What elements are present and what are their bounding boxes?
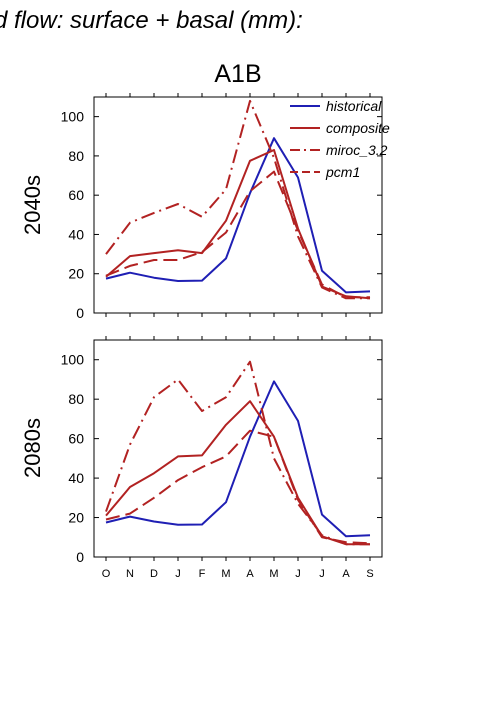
- row-label: 2080s: [20, 418, 45, 478]
- y-tick-label: 20: [68, 266, 84, 282]
- row-label: 2040s: [20, 175, 45, 235]
- x-tick-label-A: A: [342, 568, 350, 580]
- legend-label-composite: composite: [326, 120, 390, 136]
- x-tick-label-J: J: [319, 568, 325, 580]
- y-tick-label: 60: [68, 187, 84, 203]
- series-line-historical: [105, 137, 371, 294]
- y-tick-label: 100: [61, 352, 85, 368]
- series-line-miroc_3.2: [105, 360, 370, 546]
- panel-2080s: 0 20 40 60 80 100 O N D J F M A M J J A S 2080s: [20, 336, 383, 580]
- series-line-pcm1: [105, 170, 370, 299]
- y-tick-label: 40: [68, 226, 84, 242]
- x-tick-label-J: J: [175, 568, 181, 580]
- plot-frame: [93, 339, 383, 558]
- y-tick-label: 40: [68, 470, 84, 486]
- x-tick-label-D: D: [150, 568, 158, 580]
- figure-title: d flow: surface + basal (mm):: [0, 7, 303, 34]
- y-tick-label: 20: [68, 510, 84, 526]
- x-tick-label-O: O: [102, 568, 111, 580]
- scenario-title: A1B: [214, 60, 261, 88]
- series-line-composite: [105, 149, 371, 300]
- x-tick-label-M: M: [269, 568, 278, 580]
- y-tick-label: 60: [68, 431, 84, 447]
- x-tick-label-J: J: [295, 568, 301, 580]
- plot-frame: [93, 96, 383, 314]
- legend: historical composite miroc_3.2 pcm1: [290, 98, 390, 180]
- series-line-pcm1: [105, 429, 371, 545]
- y-tick-label: 0: [76, 305, 84, 321]
- panel-2040s: 0 20 40 60 80 100 2040s: [20, 93, 383, 321]
- y-tick-label: 80: [68, 391, 84, 407]
- series-line-miroc_3.2: [105, 99, 370, 300]
- y-tick-label: 80: [68, 148, 84, 164]
- series-line-historical: [105, 380, 371, 538]
- x-tick-label-M: M: [221, 568, 230, 580]
- y-tick-label: 0: [76, 549, 84, 565]
- x-tick-label-S: S: [366, 568, 373, 580]
- legend-label-historical: historical: [326, 98, 382, 114]
- legend-label-miroc_3.2: miroc_3.2: [326, 142, 388, 158]
- x-tick-label-F: F: [199, 568, 206, 580]
- legend-label-pcm1: pcm1: [325, 164, 360, 180]
- y-tick-label: 100: [61, 109, 85, 125]
- x-tick-label-A: A: [246, 568, 254, 580]
- panels-group: 0 20 40 60 80 100 2040s 0 20 40 60 80 100 O N D J F M A M J J A…: [20, 93, 390, 580]
- x-tick-label-N: N: [126, 568, 134, 580]
